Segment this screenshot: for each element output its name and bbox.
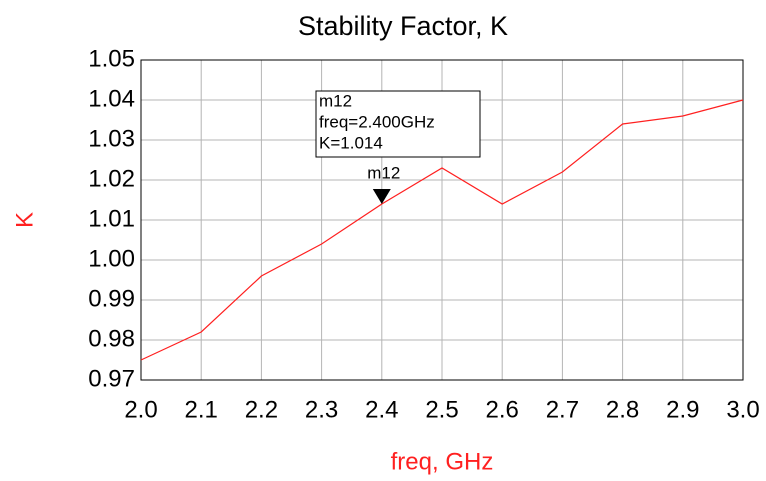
chart-title: Stability Factor, K xyxy=(298,11,508,41)
y-axis-label: K xyxy=(11,212,38,228)
x-tick-label: 2.5 xyxy=(425,396,458,423)
x-tick-label: 3.0 xyxy=(726,396,759,423)
x-tick-label: 2.9 xyxy=(666,396,699,423)
plot-frame xyxy=(140,59,744,381)
marker-text: m12 xyxy=(319,91,352,110)
y-tick-label: 0.99 xyxy=(88,285,135,312)
y-tick-label: 1.02 xyxy=(88,165,135,192)
x-tick-label: 2.2 xyxy=(245,396,278,423)
x-tick-label: 2.3 xyxy=(305,396,338,423)
y-tick-label: 1.03 xyxy=(88,125,135,152)
y-tick-label: 1.05 xyxy=(88,45,135,72)
y-tick-label: 1.01 xyxy=(88,205,135,232)
x-tick-label: 2.7 xyxy=(546,396,579,423)
y-tick-label: 1.00 xyxy=(88,245,135,272)
y-tick-label: 0.97 xyxy=(88,365,135,392)
marker-label: m12 xyxy=(367,163,400,182)
y-tick-label: 0.98 xyxy=(88,325,135,352)
x-tick-label: 2.1 xyxy=(185,396,218,423)
y-tick-label: 1.04 xyxy=(88,85,135,112)
x-tick-label: 2.8 xyxy=(606,396,639,423)
x-tick-label: 2.4 xyxy=(365,396,398,423)
x-tick-label: 2.6 xyxy=(486,396,519,423)
marker-box xyxy=(315,90,481,158)
x-tick-label: 2.0 xyxy=(124,396,157,423)
marker-text: freq=2.400GHz xyxy=(319,112,435,131)
data-line xyxy=(140,99,744,361)
marker-triangle xyxy=(372,189,391,204)
marker-text: K=1.014 xyxy=(319,133,383,152)
x-axis-label: freq, GHz xyxy=(391,448,494,475)
